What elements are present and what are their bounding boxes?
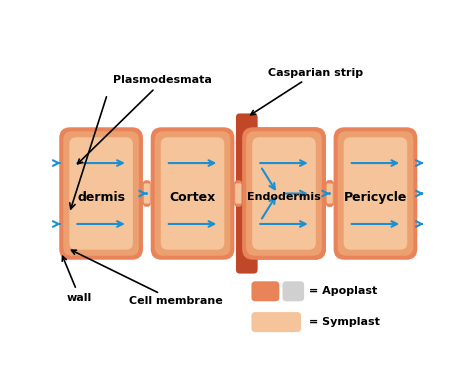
FancyBboxPatch shape — [344, 137, 407, 250]
Text: Casparian strip: Casparian strip — [251, 68, 364, 115]
FancyBboxPatch shape — [235, 183, 241, 204]
FancyBboxPatch shape — [235, 180, 242, 207]
FancyBboxPatch shape — [252, 137, 316, 250]
FancyBboxPatch shape — [246, 131, 322, 256]
FancyBboxPatch shape — [326, 180, 334, 207]
FancyBboxPatch shape — [161, 137, 224, 250]
Text: Cell membrane: Cell membrane — [72, 250, 223, 307]
FancyBboxPatch shape — [251, 281, 279, 301]
FancyBboxPatch shape — [69, 137, 133, 250]
FancyBboxPatch shape — [252, 137, 316, 250]
Text: Cortex: Cortex — [169, 191, 216, 204]
FancyBboxPatch shape — [235, 183, 241, 204]
Text: dermis: dermis — [77, 191, 125, 204]
Text: = Apoplast: = Apoplast — [309, 286, 377, 296]
FancyBboxPatch shape — [242, 127, 326, 260]
Text: Endodermis: Endodermis — [247, 192, 321, 202]
Text: Pericycle: Pericycle — [344, 191, 407, 204]
FancyBboxPatch shape — [144, 183, 150, 204]
FancyBboxPatch shape — [251, 312, 301, 332]
FancyBboxPatch shape — [59, 127, 143, 260]
FancyBboxPatch shape — [283, 281, 304, 301]
FancyBboxPatch shape — [334, 127, 417, 260]
FancyBboxPatch shape — [236, 113, 258, 274]
FancyBboxPatch shape — [143, 180, 151, 207]
FancyBboxPatch shape — [235, 180, 242, 207]
Text: = Symplast: = Symplast — [309, 317, 380, 327]
FancyBboxPatch shape — [326, 180, 334, 207]
FancyBboxPatch shape — [246, 131, 322, 256]
FancyBboxPatch shape — [242, 127, 326, 260]
FancyBboxPatch shape — [64, 131, 139, 256]
FancyBboxPatch shape — [337, 131, 413, 256]
FancyBboxPatch shape — [151, 127, 235, 260]
Text: Plasmodesmata: Plasmodesmata — [78, 75, 212, 164]
Text: wall: wall — [62, 256, 92, 303]
FancyBboxPatch shape — [155, 131, 230, 256]
FancyBboxPatch shape — [327, 183, 333, 204]
FancyBboxPatch shape — [327, 183, 333, 204]
